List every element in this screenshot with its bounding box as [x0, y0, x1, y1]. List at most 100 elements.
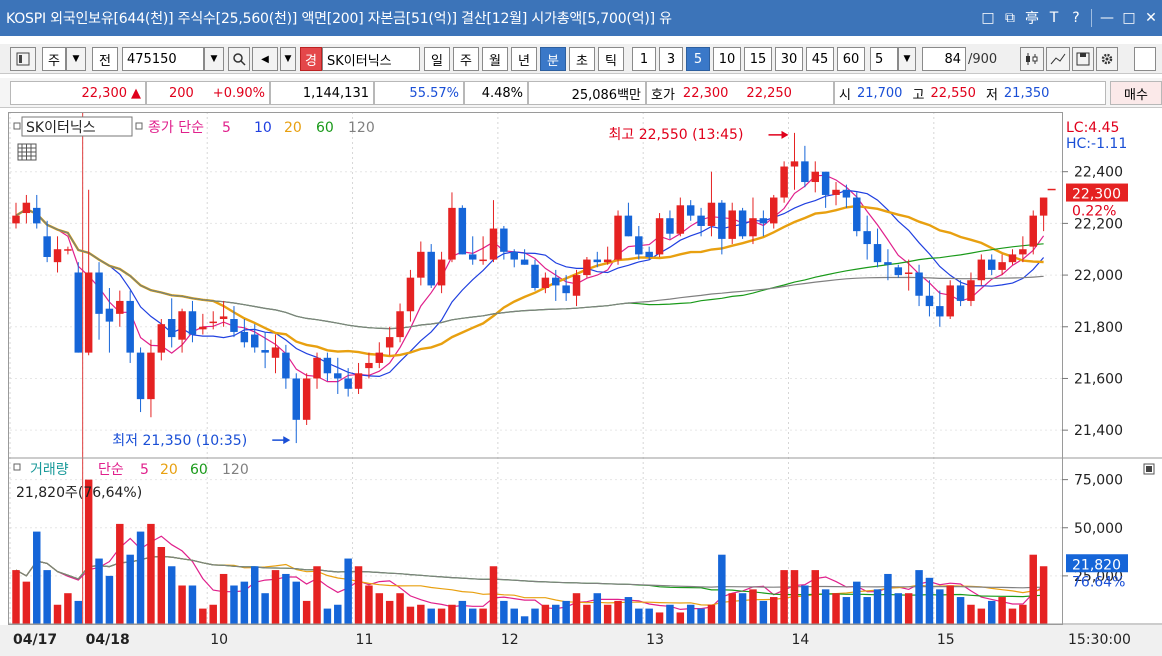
volume-legend-ma-20: 20 [160, 462, 178, 478]
buy-button[interactable]: 매수 [1110, 81, 1162, 105]
candle [230, 306, 238, 338]
volume-bar [271, 570, 280, 624]
volume-bar [500, 600, 508, 624]
code-type-select[interactable]: 주 [42, 47, 66, 71]
interval-chevron-icon[interactable]: ▼ [898, 47, 916, 71]
candle [707, 171, 716, 237]
candle [323, 352, 332, 382]
candle [614, 210, 622, 265]
minimize-icon[interactable]: — [1100, 10, 1114, 26]
stock-name-field[interactable]: SK이터닉스 [322, 47, 420, 71]
candle [167, 298, 176, 348]
candle-body [354, 373, 363, 389]
candle [500, 225, 508, 260]
candle [510, 249, 518, 268]
interval-15-button[interactable]: 15 [744, 47, 772, 71]
candle-body [821, 171, 830, 195]
candle [946, 280, 954, 320]
gear-icon[interactable] [1096, 47, 1118, 71]
candle [437, 251, 446, 294]
period-minute-button[interactable]: 분 [540, 47, 566, 71]
last-volume-percent: 76.64% [1072, 574, 1125, 590]
volume-bar [126, 554, 134, 624]
change-cell: 200 +0.90% [146, 81, 270, 105]
volume-bar [790, 570, 799, 624]
candle-body [593, 259, 602, 263]
last-price-box [1066, 183, 1128, 202]
restore-icon[interactable]: □ [981, 10, 995, 26]
volume-bar [74, 600, 83, 624]
current-price-cell: 22,300 ▲ [10, 81, 146, 105]
candle [116, 290, 124, 327]
candle-body [167, 319, 176, 338]
pin-icon[interactable]: 亭 [1025, 11, 1039, 27]
candle-body [686, 205, 695, 216]
chevron-down-icon[interactable]: ▼ [66, 47, 86, 71]
period-day-button[interactable]: 일 [424, 47, 450, 71]
help-icon[interactable]: ? [1072, 10, 1080, 26]
code-dropdown-chevron-icon[interactable]: ▼ [204, 47, 224, 71]
stock-code-input[interactable]: 475150 [122, 47, 204, 71]
all-button[interactable]: 전 [92, 47, 118, 71]
candle [811, 161, 819, 193]
hc-label: HC:-1.11 [1066, 136, 1127, 152]
alert-badge[interactable]: 경 [300, 47, 322, 71]
legend-ma-20: 20 [284, 120, 302, 136]
volume-bar [707, 604, 716, 624]
count-input[interactable]: 84 [922, 47, 966, 71]
candle [583, 256, 591, 278]
candle [645, 246, 653, 260]
chart-svg[interactable]: 22,400 22,200 22,000 21,800 21,600 21,400 75,0… [0, 112, 1162, 656]
interval-30-button[interactable]: 30 [775, 47, 803, 71]
volume-bar [64, 593, 72, 624]
volume-bar [406, 606, 415, 624]
period-second-button[interactable]: 초 [569, 47, 595, 71]
maximize-icon[interactable]: □ [1122, 10, 1136, 26]
candle-body [780, 166, 788, 198]
candle-body [718, 202, 726, 239]
volume-bar [614, 600, 622, 624]
candle [749, 197, 757, 245]
candle [136, 347, 145, 413]
candle [728, 202, 736, 245]
period-week-button[interactable]: 주 [453, 47, 479, 71]
candle-body [894, 267, 903, 276]
interval-3-button[interactable]: 3 [659, 47, 683, 71]
interval-1-button[interactable]: 1 [632, 47, 656, 71]
candle-body [884, 262, 892, 265]
period-year-button[interactable]: 년 [511, 47, 537, 71]
volume-bar [12, 570, 20, 624]
candle [531, 259, 539, 291]
search-icon[interactable] [228, 47, 250, 71]
legend-box-icon [135, 122, 143, 130]
save-icon[interactable] [1072, 47, 1094, 71]
detach-icon[interactable]: ⧉ [1005, 10, 1015, 26]
candle-type-icon[interactable] [1020, 47, 1044, 71]
volume-bar [531, 608, 539, 624]
candle [894, 264, 903, 278]
interval-value-input[interactable]: 5 [870, 47, 898, 71]
candle [219, 300, 228, 327]
interval-60-button[interactable]: 60 [837, 47, 865, 71]
font-icon[interactable]: T [1049, 10, 1059, 26]
chart-area[interactable]: 22,400 22,200 22,000 21,800 21,600 21,400 75,0… [0, 112, 1162, 656]
candle [271, 334, 280, 374]
candle [572, 269, 581, 307]
interval-5-button[interactable]: 5 [686, 47, 710, 71]
candle [541, 272, 550, 294]
option-checkbox[interactable] [1134, 47, 1156, 71]
volume-tick-label: 25,000 [1074, 569, 1123, 585]
period-tick-button[interactable]: 틱 [598, 47, 624, 71]
screen-menu-icon[interactable] [10, 47, 36, 71]
speaker-chevron-icon[interactable]: ▼ [280, 47, 296, 71]
interval-45-button[interactable]: 45 [806, 47, 834, 71]
volume-panel-close-glyph [1146, 466, 1152, 472]
interval-10-button[interactable]: 10 [713, 47, 741, 71]
period-month-button[interactable]: 월 [482, 47, 508, 71]
legend-box-icon [13, 122, 21, 130]
trend-line-icon[interactable] [1046, 47, 1070, 71]
speaker-icon[interactable]: ◀ [252, 47, 278, 71]
close-icon[interactable]: ✕ [1145, 10, 1157, 26]
candle [562, 275, 570, 301]
candle [209, 311, 217, 330]
